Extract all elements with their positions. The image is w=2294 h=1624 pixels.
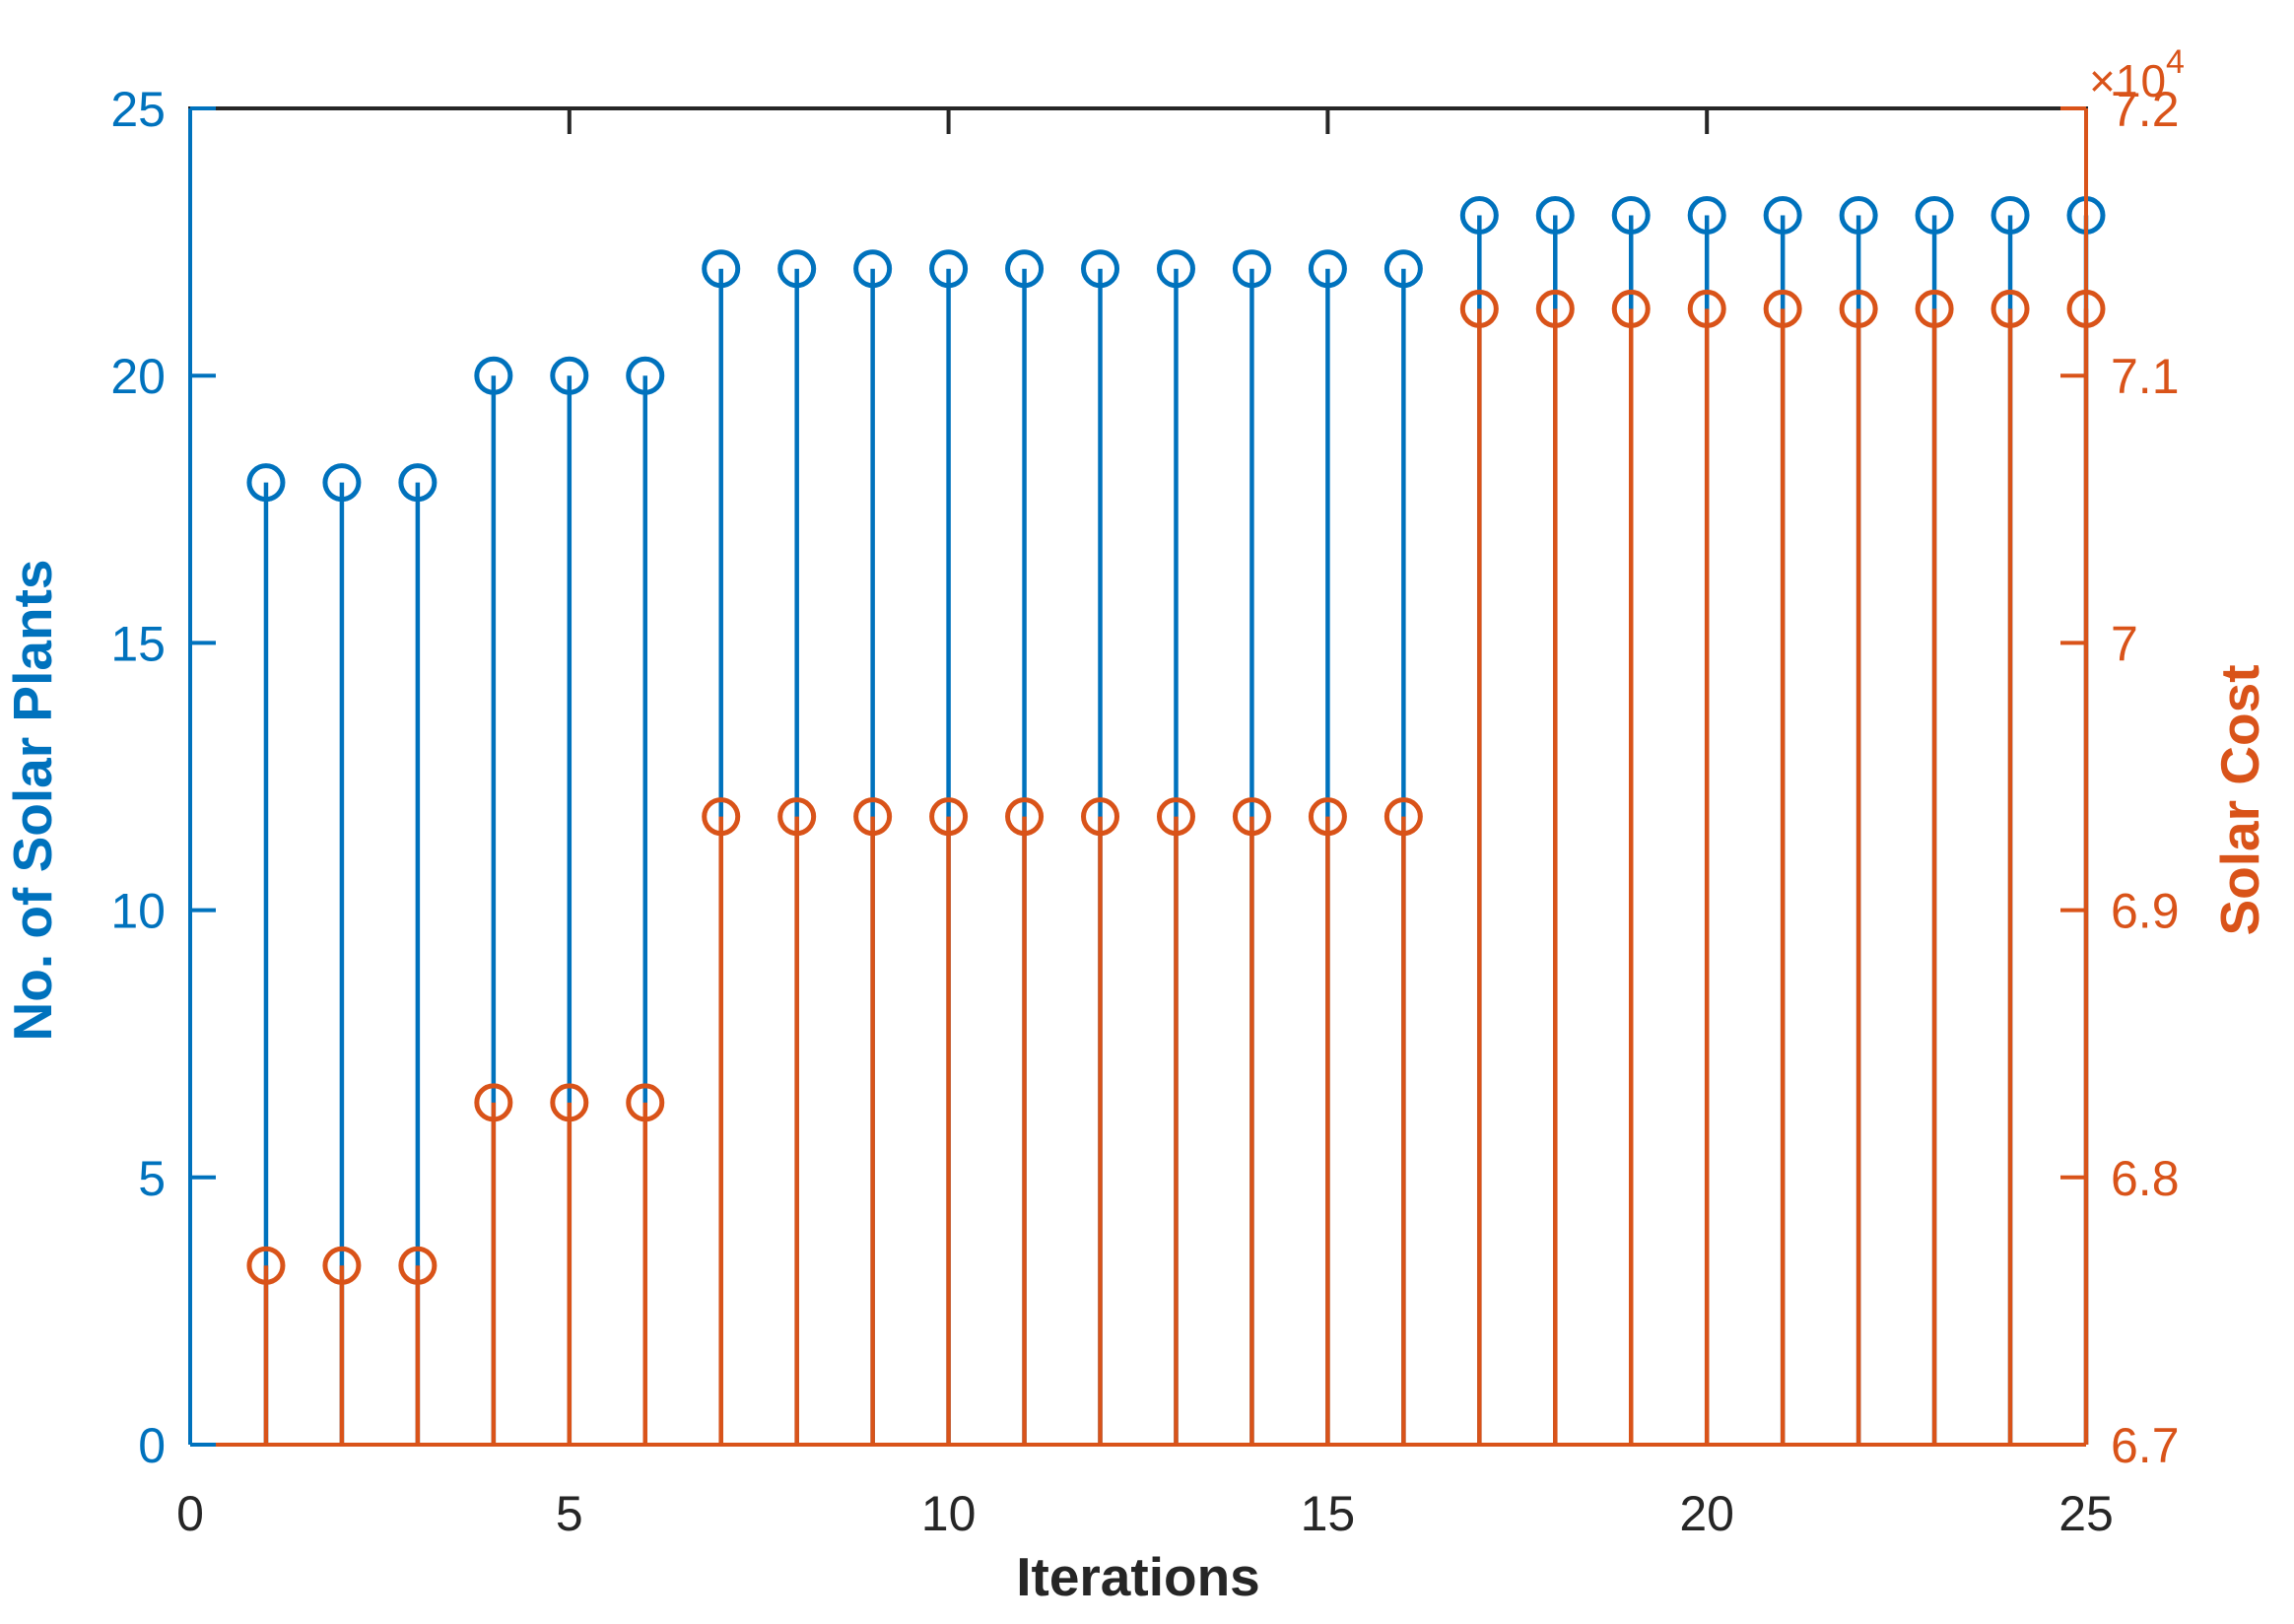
stem-marker-left <box>1763 195 1802 235</box>
stem-marker-left <box>1156 249 1195 289</box>
x-tick-label: 25 <box>2058 1486 2114 1541</box>
stem-marker-left <box>1459 195 1499 235</box>
stem-marker-left <box>474 356 513 395</box>
stem-marker-left <box>1005 249 1045 289</box>
y-left-tick-label: 10 <box>110 884 166 939</box>
stem-marker-right <box>853 797 893 837</box>
x-axis-bottom-ticks <box>188 1419 2088 1445</box>
stem-marker-right <box>777 797 817 837</box>
y-left-tick-label: 15 <box>110 616 166 671</box>
x-tick-label: 20 <box>1679 1486 1734 1541</box>
y-left-tick-label: 0 <box>138 1418 166 1473</box>
stem-marker-left <box>1081 249 1120 289</box>
stem-marker-right <box>702 797 741 837</box>
stem-marker-left <box>702 249 741 289</box>
stem-marker-right <box>1839 289 1878 328</box>
stem-marker-left <box>1232 249 1271 289</box>
stem-marker-left <box>1990 195 2030 235</box>
stem-marker-right <box>398 1246 438 1285</box>
stem-marker-right <box>1308 797 1347 837</box>
y-axis-right-exponent: ×104 <box>2089 43 2185 106</box>
stem-marker-left <box>550 356 589 395</box>
stem-marker-right <box>1156 797 1195 837</box>
y-right-tick-label: 6.7 <box>2111 1418 2180 1473</box>
stem-marker-left <box>1308 249 1347 289</box>
exponent-power: 4 <box>2166 43 2185 81</box>
stem-marker-right <box>322 1246 362 1285</box>
x-axis-title: Iterations <box>1016 1546 1260 1607</box>
stem-marker-right <box>1081 797 1120 837</box>
stem-marker-left <box>853 249 893 289</box>
stem-marker-left <box>777 249 817 289</box>
stem-marker-left <box>1687 195 1726 235</box>
stem-marker-left <box>1611 195 1651 235</box>
stem-marker-right <box>1232 797 1271 837</box>
stem-marker-left <box>626 356 665 395</box>
stem-marker-left <box>929 249 969 289</box>
x-tick-label: 15 <box>1301 1486 1356 1541</box>
stem-marker-right <box>1383 797 1423 837</box>
x-tick-label: 10 <box>921 1486 977 1541</box>
stem-marker-left <box>1383 249 1423 289</box>
x-tick-label: 0 <box>176 1486 204 1541</box>
y-right-tick-label: 6.8 <box>2111 1151 2180 1206</box>
y-axis-right-title: Solar Cost <box>2209 664 2270 935</box>
y-axis-left-title: No. of Solar Plants <box>2 560 63 1042</box>
stem-marker-right <box>550 1083 589 1122</box>
y-right-tick-label: 7 <box>2111 616 2138 671</box>
stem-marker-left <box>322 463 362 503</box>
y-right-tick-label: 7.1 <box>2111 349 2180 404</box>
stem-marker-left <box>1839 195 1878 235</box>
exponent-mantissa: ×10 <box>2089 55 2166 106</box>
series-right-stems <box>190 289 2106 1447</box>
y-left-tick-label: 5 <box>138 1151 166 1206</box>
y-right-tick-label: 7.2 <box>2111 82 2180 137</box>
tick-labels: 0 5 10 15 20 25 6.7 6.8 6.9 7 7.1 7.2 0 5 10 15 20 25 <box>110 82 2179 1541</box>
y-left-tick-label: 25 <box>110 82 166 137</box>
stem-marker-right <box>1535 289 1575 328</box>
stem-marker-left <box>1535 195 1575 235</box>
stem-marker-right <box>1915 289 1954 328</box>
stem-marker-left <box>246 463 286 503</box>
stem-marker-right <box>1990 289 2030 328</box>
stem-marker-right <box>474 1083 513 1122</box>
axes <box>188 106 2088 1447</box>
stem-marker-right <box>1763 289 1802 328</box>
stem-marker-left <box>398 463 438 503</box>
stem-marker-right <box>1611 289 1651 328</box>
stem-marker-right <box>1459 289 1499 328</box>
x-tick-label: 5 <box>556 1486 583 1541</box>
stem-marker-right <box>929 797 969 837</box>
stem-marker-right <box>626 1083 665 1122</box>
stem-marker-right <box>1005 797 1045 837</box>
stem-marker-right <box>246 1246 286 1285</box>
y-left-tick-label: 20 <box>110 349 166 404</box>
y-right-tick-label: 6.9 <box>2111 884 2180 939</box>
stem-marker-right <box>1687 289 1726 328</box>
stem-marker-left <box>1915 195 1954 235</box>
chart-generated-layer: 0 5 10 15 20 25 6.7 6.8 6.9 7 7.1 7.2 0 5 10 15 20 25 <box>110 82 2179 1541</box>
